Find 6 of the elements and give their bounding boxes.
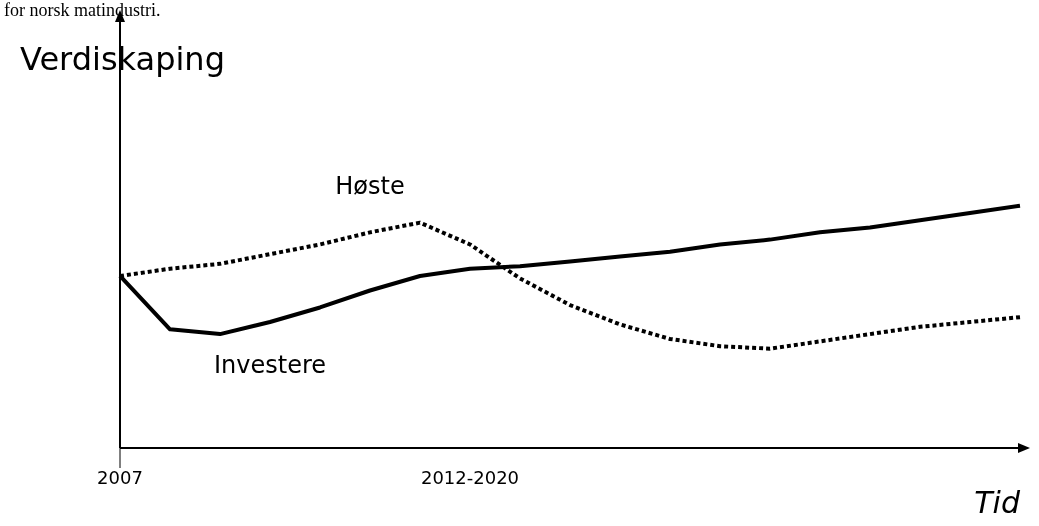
x-axis-title: Tid [974, 484, 1021, 520]
series-label: Investere [213, 351, 327, 380]
text: for norsk matindustri. [4, 0, 161, 20]
series-label: Høste [335, 171, 405, 200]
x-tick-label: 2012-2020 [420, 466, 520, 488]
x-tick-label: 2007 [97, 466, 143, 488]
